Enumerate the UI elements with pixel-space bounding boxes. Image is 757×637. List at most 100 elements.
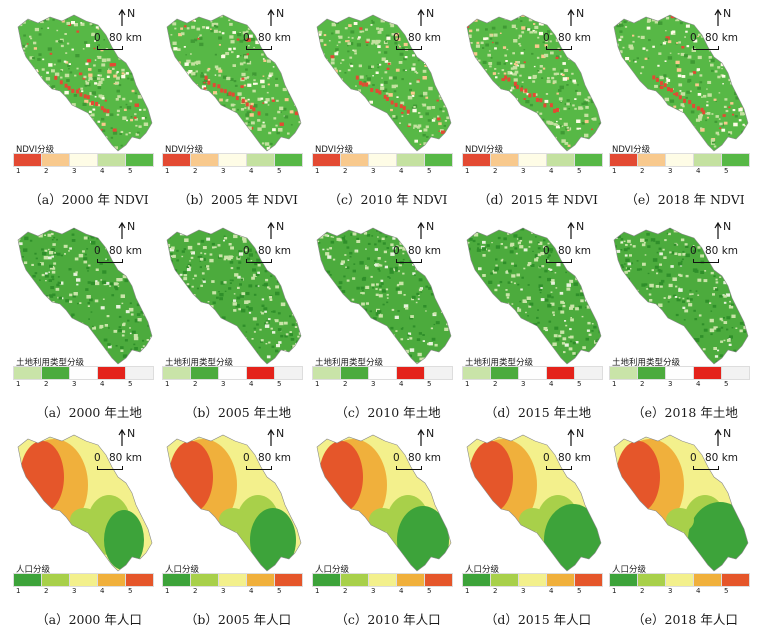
scale-bar-line [546,46,572,50]
north-arrow-icon [417,429,425,447]
north-arrow-icon [567,429,575,447]
legend-swatch-2 [42,367,69,379]
legend-number: 2 [193,380,197,388]
legend-swatch-3 [219,574,246,586]
legend-swatch-2 [491,154,518,166]
legend-swatch-1 [610,367,637,379]
legend-swatch-1 [463,367,490,379]
map-caption: （d）2015 年 NDVI [463,189,613,208]
legend-swatch-2 [638,574,665,586]
legend-swatch-1 [14,367,41,379]
legend-swatch-5 [126,154,153,166]
legend-number: 5 [427,167,431,175]
legend-number: 3 [72,587,76,595]
scale-value: 80 km [258,32,291,44]
legend-swatches [14,574,154,586]
scale-bar-line [97,259,123,263]
scale-zero: 0 [543,32,550,44]
legend-swatch-5 [722,574,749,586]
legend-swatches [463,367,603,379]
legend-number: 2 [493,167,497,175]
legend-number: 1 [16,167,20,175]
north-arrow-icon [567,9,575,27]
map-caption: （c）2010 年土地 [313,402,463,421]
legend-number: 4 [399,167,403,175]
scale-zero: 0 [243,32,250,44]
legend-number: 3 [221,167,225,175]
legend-number: 4 [696,167,700,175]
north-label: N [426,427,434,440]
legend-swatch-4 [397,574,424,586]
scale-value: 80 km [558,245,591,257]
legend-number: 1 [315,167,319,175]
legend-swatch-3 [666,367,693,379]
legend-number: 1 [465,167,469,175]
legend-swatch-1 [14,574,41,586]
legend-number: 1 [612,380,616,388]
legend-number: 5 [277,167,281,175]
legend-swatch-2 [191,574,218,586]
north-arrow-icon [567,222,575,240]
legend-number: 3 [668,167,672,175]
legend-swatch-5 [425,574,452,586]
scale-zero: 0 [393,32,400,44]
legend-number: 4 [399,587,403,595]
legend-number: 2 [640,587,644,595]
legend-swatch-1 [463,154,490,166]
legend-swatch-2 [341,367,368,379]
legend-swatch-1 [610,574,637,586]
north-label: N [723,427,731,440]
legend-swatch-5 [722,154,749,166]
legend-number: 5 [577,380,581,388]
north-label: N [426,220,434,233]
legend-swatches [610,367,750,379]
scale-bar-line [546,466,572,470]
legend-number: 3 [521,380,525,388]
legend-swatch-1 [313,574,340,586]
legend-number: 2 [193,587,197,595]
legend-number: 4 [100,380,104,388]
north-label: N [276,7,284,20]
legend-swatch-5 [575,574,602,586]
map-caption: （a）2000 年人口 [14,609,164,628]
legend-swatch-4 [694,367,721,379]
legend-number: 5 [277,587,281,595]
scale-zero: 0 [543,452,550,464]
legend-swatch-2 [638,367,665,379]
north-label: N [576,220,584,233]
legend-number: 5 [577,587,581,595]
scale-value: 80 km [705,245,738,257]
north-arrow-icon [267,9,275,27]
north-label: N [127,220,135,233]
legend-swatch-1 [313,367,340,379]
legend-number: 2 [493,380,497,388]
north-label: N [723,220,731,233]
legend-swatches [313,574,453,586]
legend-swatch-2 [42,574,69,586]
legend-number: 1 [16,380,20,388]
scale-zero: 0 [393,452,400,464]
legend-swatch-2 [42,154,69,166]
map-caption: （b）2005 年人口 [163,609,313,628]
legend-number: 1 [465,380,469,388]
north-arrow-icon [267,222,275,240]
